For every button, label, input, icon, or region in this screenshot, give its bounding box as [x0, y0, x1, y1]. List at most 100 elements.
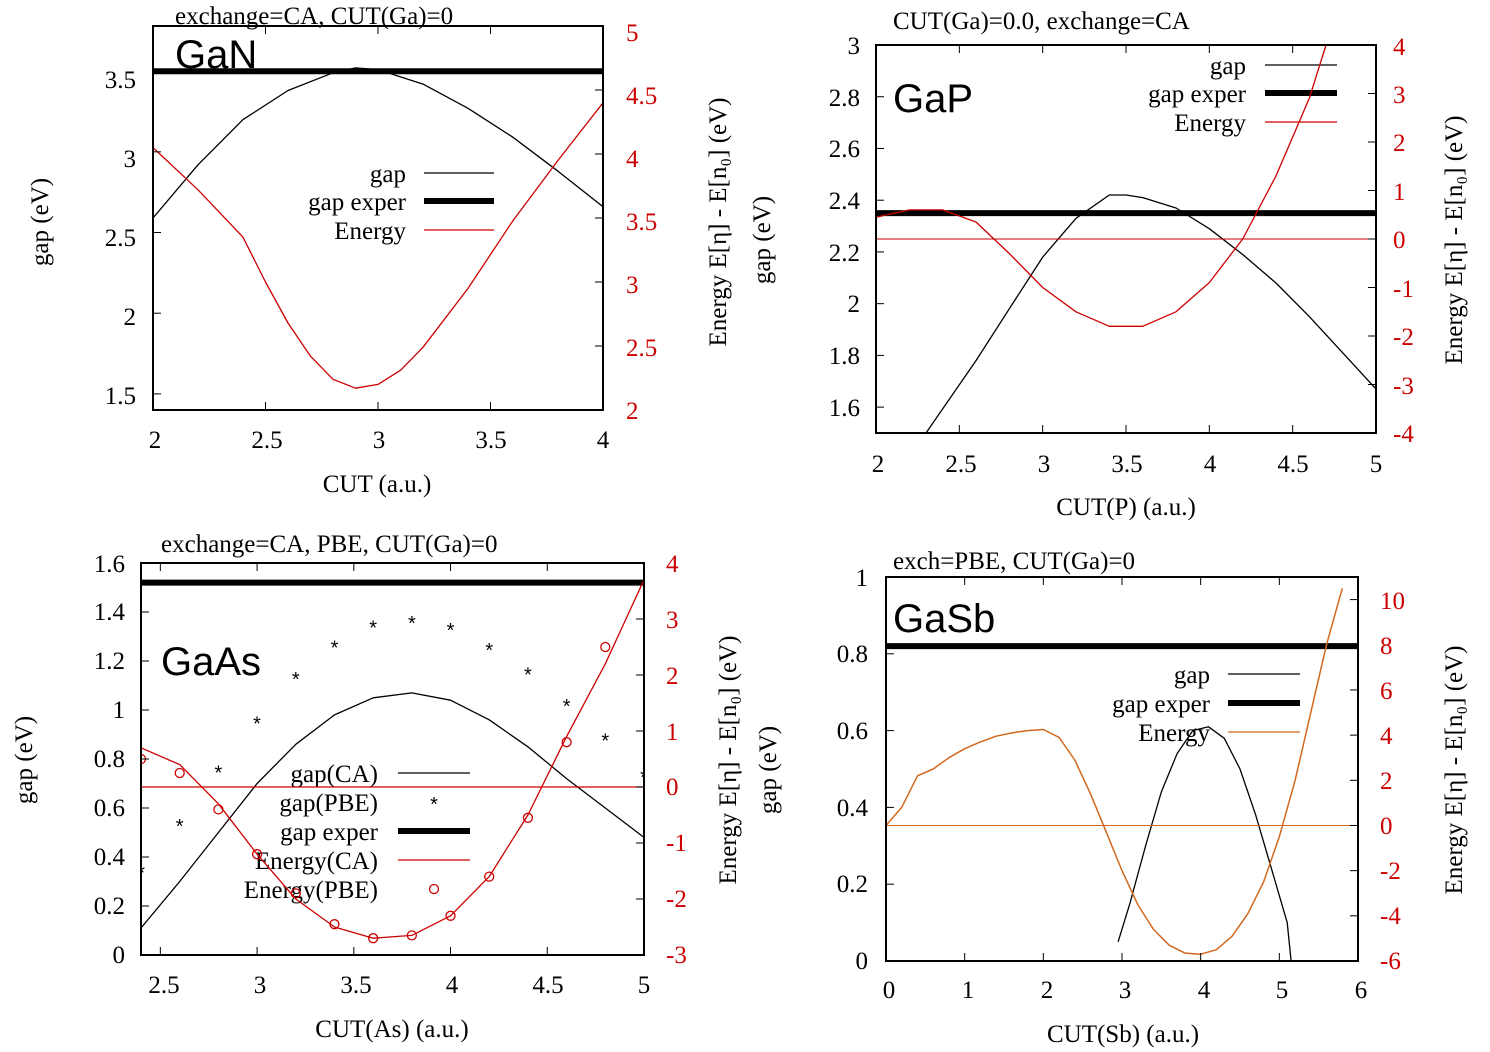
- x-tick-label: 3: [254, 972, 267, 999]
- chart-gasb: exch=PBE, CUT(Ga)=0 GaSb 0 1 2 3 4 5 6 0…: [755, 548, 1468, 1048]
- y-tick-label: 2.6: [829, 136, 860, 163]
- y2-tick-labels: -6 -4 -2 0 2 4 6 8 10: [1380, 588, 1405, 975]
- plot-frame: [140, 562, 645, 956]
- y-tick-label: 1.4: [94, 599, 126, 626]
- energy-pbe-point: [484, 871, 495, 882]
- y2-tick-label: 2: [1380, 768, 1393, 795]
- y-tick-label: 2.2: [829, 240, 860, 267]
- chart-title: CUT(Ga)=0.0, exchange=CA: [893, 8, 1190, 35]
- x-tick-label: 1: [962, 977, 975, 1004]
- energy-pbe-point: [251, 849, 263, 860]
- material-label: GaP: [893, 77, 973, 121]
- gap-pbe-point: *: [640, 767, 648, 789]
- x-tick-label: 4: [1198, 977, 1211, 1004]
- y2-tick-label: 3.5: [626, 209, 657, 236]
- y2-axis-label: Energy E[η] - E[n₀] (eV): [1441, 646, 1468, 895]
- x-tick-label: 4: [446, 972, 459, 999]
- x-tick-label: 4: [1204, 451, 1217, 478]
- x-tick-label: 2.5: [945, 451, 976, 478]
- energy-pbe-point: [600, 641, 611, 653]
- gap-pbe-point: *: [137, 863, 145, 885]
- y2-axis-label: Energy E[η] - E[n₀] (eV): [715, 636, 742, 885]
- tick-marks: [141, 562, 645, 956]
- legend-label: gap(PBE): [279, 790, 378, 817]
- y-tick-label: 3.5: [105, 67, 136, 94]
- legend-label: gap(CA): [291, 761, 378, 788]
- y-tick-labels: 0 0.2 0.4 0.6 0.8 1 1.2 1.4 1.6: [94, 551, 126, 969]
- y2-tick-label: 4.5: [626, 83, 657, 110]
- gap-pbe-point: *: [369, 618, 377, 640]
- y-tick-label: 1.8: [829, 343, 860, 370]
- y-tick-label: 0.8: [94, 746, 125, 773]
- y-tick-label: 1.6: [94, 551, 125, 578]
- x-tick-labels: 2.5 3 3.5 4 4.5 5: [148, 972, 650, 999]
- chart-title: exch=PBE, CUT(Ga)=0: [893, 548, 1135, 575]
- energy-curve: [153, 102, 603, 389]
- y-tick-label: 0: [856, 948, 869, 975]
- y2-tick-label: -3: [1393, 373, 1414, 400]
- energy-pbe-point: [445, 910, 456, 921]
- y2-tick-label: 8: [1380, 633, 1393, 660]
- y2-tick-label: 4: [626, 146, 639, 173]
- y2-tick-label: 2: [626, 398, 639, 425]
- legend: gap(CA) gap(PBE) gap exper Energy(CA) En…: [244, 761, 470, 904]
- y2-tick-label: 2.5: [626, 335, 657, 362]
- energy-pbe-point: [368, 933, 379, 944]
- material-label: GaSb: [893, 597, 995, 641]
- tick-marks: [885, 576, 1359, 962]
- y2-tick-label: -2: [1380, 858, 1401, 885]
- chart-gap: CUT(Ga)=0.0, exchange=CA GaP 2 2.5 3 3.5…: [749, 8, 1468, 521]
- legend-label: Energy: [1138, 720, 1210, 747]
- gap-pbe-point: *: [253, 713, 261, 735]
- y2-tick-label: 4: [1393, 34, 1406, 61]
- gap-curve: [1117, 726, 1292, 961]
- gap-pbe-point: *: [176, 816, 184, 838]
- y-tick-label: 0.4: [94, 844, 126, 871]
- y-tick-label: 2: [848, 291, 861, 318]
- y2-axis-label: Energy E[η] - E[n₀] (eV): [705, 98, 732, 347]
- y-axis-label: gap (eV): [755, 726, 782, 814]
- y-tick-label: 1.2: [94, 648, 125, 675]
- x-tick-label: 2: [149, 427, 162, 454]
- energy-pbe-point: [290, 888, 301, 899]
- y2-tick-label: 2: [1393, 130, 1406, 157]
- legend-label: gap: [370, 161, 406, 188]
- legend-swatch-gap-pbe: *: [430, 794, 438, 816]
- y2-tick-label: -2: [666, 886, 687, 913]
- x-tick-labels: 2 2.5 3 3.5 4 4.5 5: [872, 451, 1383, 478]
- energy-pbe-point: [522, 812, 534, 823]
- x-tick-label: 3.5: [475, 427, 506, 454]
- legend: gap gap exper Energy: [1148, 53, 1337, 137]
- y-tick-label: 1.6: [829, 395, 860, 422]
- y2-tick-label: -6: [1380, 948, 1401, 975]
- y-tick-labels: 0 0.2 0.4 0.6 0.8 1: [837, 565, 869, 975]
- tick-marks: [875, 44, 1377, 434]
- y-tick-label: 1: [113, 697, 126, 724]
- x-tick-label: 3: [373, 427, 386, 454]
- y-tick-label: 2.5: [105, 225, 136, 252]
- x-tick-label: 2.5: [148, 972, 179, 999]
- energy-pbe-point: [174, 767, 185, 779]
- gap-pbe-point: *: [563, 696, 571, 718]
- legend-label: gap: [1210, 53, 1246, 80]
- y-tick-label: 2: [124, 304, 137, 331]
- energy-ca-curve: [141, 579, 644, 939]
- plot-area: * * * * * * * * * * * * * *: [137, 579, 648, 944]
- chart-gan: exchange=CA, CUT(Ga)=0 GaN 2 2.5 3 3.5 4…: [27, 3, 732, 498]
- x-tick-labels: 2 2.5 3 3.5 4: [149, 427, 610, 454]
- x-tick-label: 2: [1041, 977, 1054, 1004]
- legend-label: gap exper: [308, 189, 407, 216]
- y-tick-label: 2.8: [829, 85, 860, 112]
- tick-marks: [152, 25, 604, 411]
- x-tick-label: 5: [638, 972, 651, 999]
- y2-tick-label: 0: [1380, 813, 1393, 840]
- legend-label: gap: [1174, 662, 1210, 689]
- legend-label: Energy(PBE): [244, 877, 378, 904]
- y2-tick-label: 3: [626, 272, 639, 299]
- y2-tick-labels: -3 -2 -1 0 1 2 3 4: [666, 551, 687, 969]
- x-tick-label: 3: [1119, 977, 1132, 1004]
- gap-pbe-point: *: [292, 669, 300, 691]
- y-tick-label: 3: [848, 33, 861, 60]
- x-axis-label: CUT(Sb) (a.u.): [1047, 1021, 1199, 1048]
